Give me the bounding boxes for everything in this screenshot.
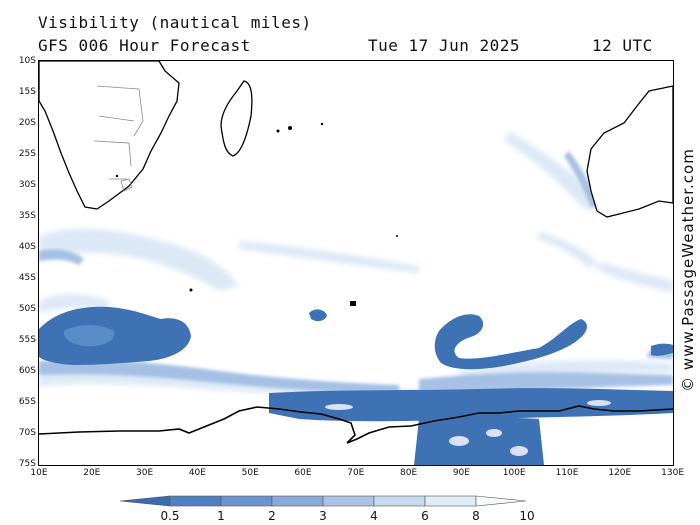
credit-watermark: © www.PassageWeather.com <box>679 148 697 392</box>
longitude-label: 100E <box>502 468 526 478</box>
longitude-label: 90E <box>452 468 470 478</box>
legend-label: 3 <box>319 509 327 523</box>
latitude-label: 65S <box>18 397 36 407</box>
latitude-label: 10S <box>18 56 36 66</box>
legend-label: 1 <box>217 509 225 523</box>
latitude-label: 75S <box>18 459 36 469</box>
map-canvas <box>39 61 673 465</box>
longitude-label: 50E <box>241 468 259 478</box>
antarctica-coastline <box>39 405 673 444</box>
latitude-label: 20S <box>18 118 36 128</box>
legend-label: 4 <box>370 509 378 523</box>
legend-label: 8 <box>472 509 480 523</box>
latitude-label: 15S <box>18 87 36 97</box>
latitude-label: 45S <box>18 273 36 283</box>
legend-swatch <box>373 495 426 507</box>
forecast-subtitle: GFS 006 Hour Forecast <box>38 36 251 55</box>
longitude-label: 110E <box>555 468 579 478</box>
longitude-label: 70E <box>347 468 365 478</box>
forecast-date: Tue 17 Jun 2025 <box>368 36 520 55</box>
latitude-label: 70S <box>18 428 36 438</box>
latitude-label: 55S <box>18 335 36 345</box>
legend-label: 6 <box>421 509 429 523</box>
africa-landmass <box>39 61 180 210</box>
latitude-label: 50S <box>18 304 36 314</box>
legend-swatch <box>169 495 222 507</box>
map-title: Visibility (nautical miles) <box>38 13 312 32</box>
longitude-label: 60E <box>294 468 312 478</box>
longitude-label: 80E <box>400 468 418 478</box>
legend-label: 0.5 <box>160 509 179 523</box>
latitude-label: 40S <box>18 242 36 252</box>
legend-label: 2 <box>268 509 276 523</box>
legend-swatch <box>322 495 375 507</box>
legend-label: 10 <box>519 509 534 523</box>
forecast-time: 12 UTC <box>592 36 653 55</box>
longitude-label: 120E <box>608 468 632 478</box>
australia-landmass <box>586 85 673 218</box>
longitude-label: 130E <box>661 468 685 478</box>
legend-swatch <box>424 495 477 507</box>
longitude-label: 40E <box>188 468 206 478</box>
legend-swatch <box>271 495 324 507</box>
legend-arrow-high <box>475 495 527 507</box>
longitude-label: 20E <box>83 468 101 478</box>
latitude-label: 60S <box>18 366 36 376</box>
longitude-label: 10E <box>30 468 48 478</box>
low-visibility-patches <box>325 400 611 456</box>
visibility-map <box>38 60 674 466</box>
latitude-label: 30S <box>18 180 36 190</box>
latitude-label: 35S <box>18 211 36 221</box>
small-islands <box>115 122 398 306</box>
legend-arrow-low <box>119 495 171 507</box>
legend-swatch <box>220 495 273 507</box>
latitude-label: 25S <box>18 149 36 159</box>
longitude-label: 30E <box>136 468 154 478</box>
madagascar-island <box>220 80 253 157</box>
visibility-legend: 0.5 1 2 3 4 6 8 10 <box>119 495 535 523</box>
